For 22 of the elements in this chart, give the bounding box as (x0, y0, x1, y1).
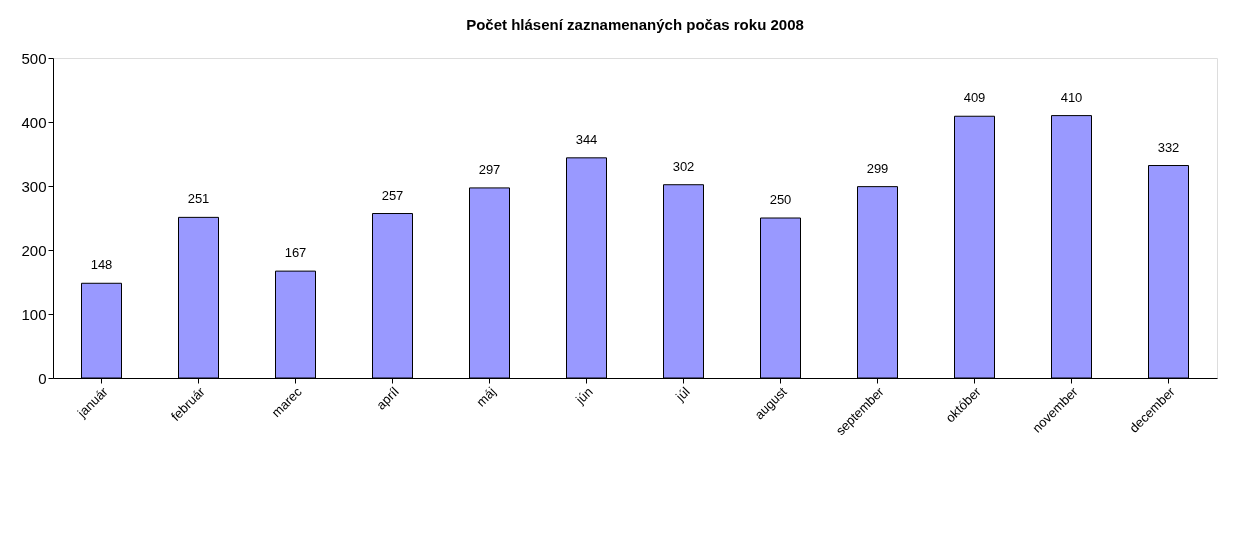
data-label: 250 (769, 192, 792, 207)
y-tick-label: 400 (21, 113, 47, 131)
y-tick-label: 500 (21, 49, 47, 67)
data-label: 257 (381, 187, 404, 203)
data-label: 148 (90, 257, 113, 273)
data-label: 299 (866, 160, 889, 176)
y-tick-label: 300 (21, 177, 47, 195)
data-label: 344 (575, 131, 598, 147)
data-label: 302 (672, 158, 695, 174)
data-label: 332 (1157, 139, 1180, 155)
data-label: 167 (284, 245, 307, 261)
data-label: 410 (1060, 89, 1083, 105)
chart-title: Počet hlásení zaznamenaných počas roku 2008 (466, 16, 804, 33)
x-tick-label: máj (473, 384, 499, 410)
data-label: 251 (187, 191, 210, 207)
data-label: 297 (478, 161, 501, 177)
x-tick-label: júl (672, 384, 693, 405)
data-label: 409 (963, 90, 986, 106)
y-tick-label: 100 (21, 305, 47, 323)
y-tick-label: 0 (38, 369, 47, 387)
x-tick-label: jún (572, 384, 596, 408)
y-tick-label: 200 (21, 241, 47, 259)
